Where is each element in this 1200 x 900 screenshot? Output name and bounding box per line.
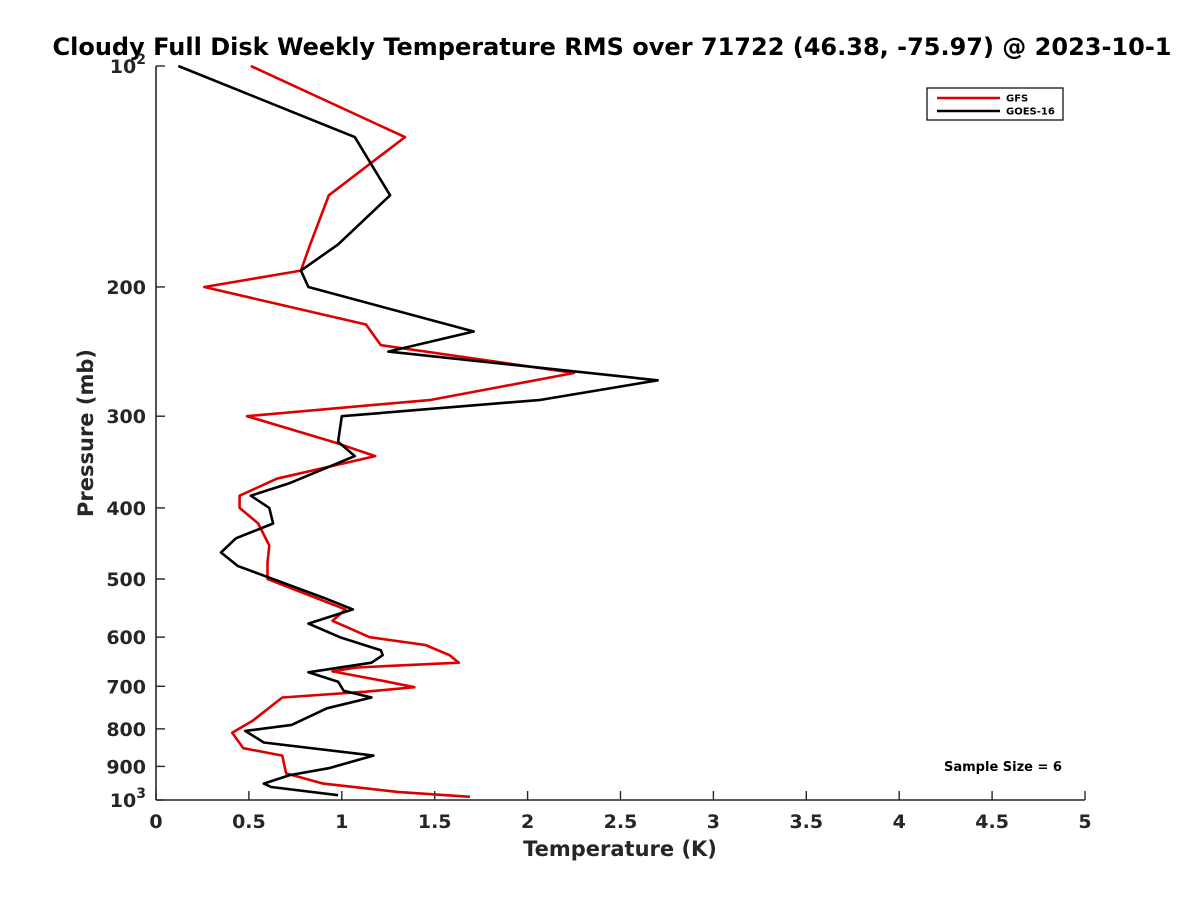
plot-area: [155, 66, 1085, 801]
sample-size-note: Sample Size = 6: [944, 760, 1062, 775]
series-line-gfs: [203, 64, 576, 799]
y-tick-label: 900: [106, 756, 146, 778]
legend-box: [926, 87, 1064, 121]
x-tick-label: 3.5: [789, 811, 823, 833]
x-tick-label: 0.5: [232, 811, 266, 833]
x-ticks: 0 0.5 1 1.5 2 2.5 3 3.5 4 4.5 5: [149, 791, 1092, 833]
x-tick-label: 4: [893, 811, 906, 833]
x-tick-label: 1.5: [418, 811, 452, 833]
series-line-goes-16: [177, 64, 660, 797]
y-tick-label: 102: [110, 52, 146, 78]
legend-label: GFS: [1006, 94, 1028, 105]
y-ticks: 102 200 300 400 500 600 700 800 900 103: [106, 52, 165, 812]
y-tick-label: 300: [106, 406, 146, 428]
y-tick-label: 800: [106, 719, 146, 741]
x-tick-label: 2: [521, 811, 534, 833]
y-tick-label: 103: [110, 786, 146, 812]
y-tick-label: 600: [106, 627, 146, 649]
legend: GFS GOES-16: [926, 87, 1064, 121]
x-tick-label: 4.5: [975, 811, 1009, 833]
y-tick-label: 700: [106, 676, 146, 698]
x-tick-label: 0: [149, 811, 162, 833]
y-tick-label: 500: [106, 569, 146, 591]
x-tick-label: 5: [1078, 811, 1091, 833]
series-group: [177, 64, 660, 799]
chart-title: Cloudy Full Disk Weekly Temperature RMS …: [53, 33, 1172, 61]
x-tick-label: 1: [335, 811, 348, 833]
x-axis-label: Temperature (K): [523, 837, 717, 861]
y-tick-label: 400: [106, 498, 146, 520]
legend-label: GOES-16: [1006, 107, 1055, 118]
x-tick-label: 3: [707, 811, 720, 833]
y-axis-label: Pressure (mb): [74, 349, 98, 517]
x-tick-label: 2.5: [604, 811, 638, 833]
y-tick-label: 200: [106, 277, 146, 299]
